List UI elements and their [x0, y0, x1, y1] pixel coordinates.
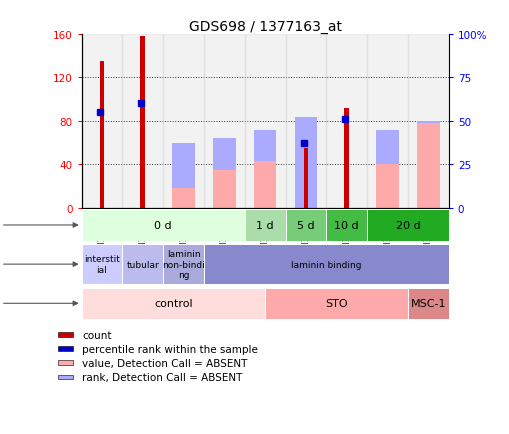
Bar — [253, 161, 276, 208]
Title: GDS698 / 1377163_at: GDS698 / 1377163_at — [188, 20, 341, 34]
Bar — [163, 35, 204, 208]
Bar — [253, 130, 276, 208]
Bar — [244, 210, 285, 241]
Bar — [58, 375, 73, 380]
Text: time: time — [0, 220, 1, 230]
Text: MSC-1: MSC-1 — [410, 299, 445, 309]
Bar — [204, 35, 244, 208]
Text: 10 d: 10 d — [334, 220, 358, 230]
Bar — [265, 288, 407, 319]
Bar — [285, 210, 326, 241]
Text: STO: STO — [325, 299, 347, 309]
Bar — [81, 288, 265, 319]
Text: value, Detection Call = ABSENT: value, Detection Call = ABSENT — [82, 358, 247, 368]
Text: 5 d: 5 d — [297, 220, 314, 230]
Bar — [172, 144, 194, 208]
Text: 20 d: 20 d — [395, 220, 419, 230]
Bar — [376, 130, 398, 208]
Text: 1 d: 1 d — [256, 220, 273, 230]
Bar — [416, 124, 439, 208]
Text: cell type: cell type — [0, 260, 1, 270]
Text: percentile rank within the sample: percentile rank within the sample — [82, 344, 258, 354]
Text: rank, Detection Call = ABSENT: rank, Detection Call = ABSENT — [82, 372, 242, 382]
Text: interstit
ial: interstit ial — [84, 255, 120, 274]
Bar — [122, 245, 163, 284]
Bar — [326, 35, 366, 208]
Bar — [344, 108, 349, 208]
Bar — [376, 165, 398, 208]
Bar — [58, 361, 73, 365]
Text: laminin binding: laminin binding — [291, 260, 361, 269]
Bar — [58, 346, 73, 352]
Bar — [172, 189, 194, 208]
Text: growth protocol: growth protocol — [0, 299, 1, 309]
Bar — [122, 35, 163, 208]
Bar — [58, 332, 73, 337]
Bar — [294, 118, 317, 208]
Bar — [407, 35, 448, 208]
Bar — [81, 245, 122, 284]
Text: laminin
non-bindi
ng: laminin non-bindi ng — [162, 250, 205, 279]
Bar — [416, 122, 439, 208]
Bar — [366, 210, 448, 241]
Bar — [326, 210, 366, 241]
Bar — [366, 35, 407, 208]
Bar — [213, 139, 235, 208]
Text: count: count — [82, 330, 111, 340]
Bar — [99, 62, 104, 208]
Bar — [407, 288, 448, 319]
Bar — [303, 148, 308, 208]
Bar — [140, 37, 145, 208]
Bar — [163, 245, 204, 284]
Bar — [213, 170, 235, 208]
Text: 0 d: 0 d — [154, 220, 172, 230]
Bar — [285, 35, 326, 208]
Text: tubular: tubular — [126, 260, 159, 269]
Text: control: control — [154, 299, 192, 309]
Bar — [204, 245, 448, 284]
Bar — [81, 35, 122, 208]
Bar — [81, 210, 244, 241]
Bar — [244, 35, 285, 208]
